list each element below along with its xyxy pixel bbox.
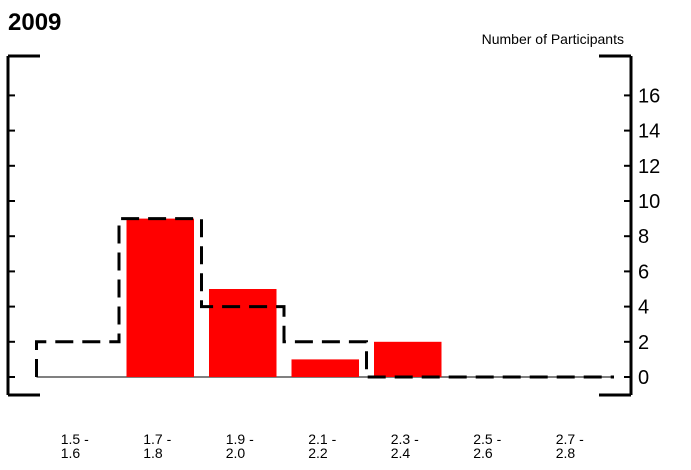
- x-tick-label: 2.7 -2.8: [556, 431, 584, 461]
- y-tick-label: 0: [638, 367, 649, 389]
- x-tick-label: 2.3 -2.4: [391, 431, 419, 461]
- x-tick-label-line2: 2.2: [308, 445, 328, 461]
- x-tick-label: 1.7 -1.8: [143, 431, 171, 461]
- x-tick-label-line2: 1.6: [61, 445, 81, 461]
- x-tick-label-line2: 2.8: [556, 445, 576, 461]
- x-tick-label: 1.9 -2.0: [226, 431, 254, 461]
- x-tick-label-line1: 1.9 -: [226, 431, 254, 447]
- x-tick-label: 1.5 -1.6: [61, 431, 89, 461]
- x-tick-label-line1: 2.3 -: [391, 431, 419, 447]
- x-tick-label-line1: 1.5 -: [61, 431, 89, 447]
- x-tick-label-line1: 2.1 -: [308, 431, 336, 447]
- y-tick-label: 16: [638, 85, 660, 107]
- y-tick-label: 6: [638, 261, 649, 283]
- dashed-step-series: [35, 217, 614, 379]
- bar: [291, 359, 359, 377]
- x-tick-label-line1: 2.7 -: [556, 431, 584, 447]
- x-tick-label-line2: 1.8: [143, 445, 163, 461]
- x-tick-label: 2.5 -2.6: [473, 431, 501, 461]
- bar: [374, 341, 442, 377]
- y-tick-label: 4: [638, 297, 649, 319]
- y-tick-label: 10: [638, 191, 660, 213]
- x-tick-label-line1: 1.7 -: [143, 431, 171, 447]
- x-tick-label-line2: 2.4: [391, 445, 411, 461]
- y-tick-label: 14: [638, 121, 660, 143]
- y-tick-label: 2: [638, 332, 649, 354]
- plot-frame: [6, 54, 633, 397]
- y-axis-ticks: 0 2 4 6 8 10 12 14 16: [8, 85, 660, 389]
- x-axis-ticks: 1.5 -1.6 1.7 -1.8 1.9 -2.0 2.1 -2.2 2.3 -2.4…: [61, 431, 584, 461]
- y-tick-label: 12: [638, 156, 660, 178]
- x-tick-label-line2: 2.0: [226, 445, 246, 461]
- bar: [209, 289, 277, 377]
- x-tick-label-line1: 2.5 -: [473, 431, 501, 447]
- x-tick-label: 2.1 -2.2: [308, 431, 336, 461]
- bar: [126, 218, 194, 377]
- dashed-step-line: [35, 217, 614, 379]
- bar-series: [126, 218, 442, 377]
- x-tick-label-line2: 2.6: [473, 445, 493, 461]
- chart-title: 2009: [8, 9, 61, 36]
- y-axis-label: Number of Participants: [482, 31, 624, 47]
- y-tick-label: 8: [638, 226, 649, 248]
